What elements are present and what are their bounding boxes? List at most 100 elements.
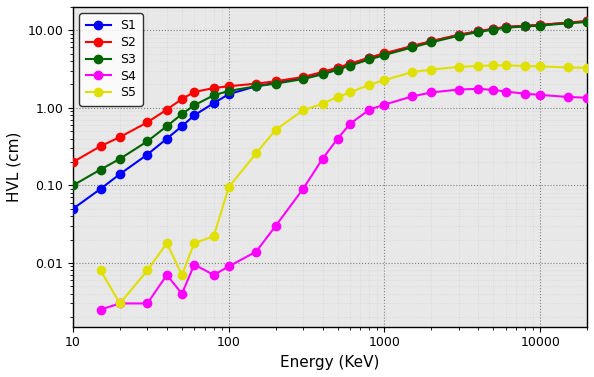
S4 xyxy=(366,107,373,112)
S2 xyxy=(455,32,462,37)
S2 xyxy=(163,107,170,112)
S2 xyxy=(272,79,279,84)
S2 xyxy=(178,97,185,101)
S3 xyxy=(299,77,307,81)
S3 xyxy=(475,30,482,34)
S5 xyxy=(319,101,326,106)
S3 xyxy=(564,21,571,26)
S5 xyxy=(583,66,590,70)
S1 xyxy=(502,25,509,29)
S2 xyxy=(408,44,415,48)
S4 xyxy=(191,262,198,267)
S3 xyxy=(191,103,198,107)
S1 xyxy=(319,70,326,75)
S4 xyxy=(299,187,307,191)
S1 xyxy=(163,136,170,141)
S3 xyxy=(522,24,529,29)
S3 xyxy=(583,20,590,24)
S3 xyxy=(366,57,373,62)
S5 xyxy=(178,273,185,277)
Line: S5: S5 xyxy=(96,61,591,308)
S1 xyxy=(334,66,341,70)
S3 xyxy=(210,93,217,98)
Line: S3: S3 xyxy=(69,18,591,190)
S2 xyxy=(210,86,217,90)
S1 xyxy=(69,207,77,211)
S4 xyxy=(455,87,462,92)
Line: S2: S2 xyxy=(69,17,591,166)
S5 xyxy=(163,241,170,245)
S1 xyxy=(210,101,217,106)
S2 xyxy=(564,20,571,25)
S5 xyxy=(116,301,124,306)
S3 xyxy=(225,89,232,93)
S4 xyxy=(536,93,544,97)
S3 xyxy=(490,28,497,32)
S3 xyxy=(97,167,104,172)
S4 xyxy=(490,88,497,92)
Line: S4: S4 xyxy=(96,84,591,314)
S4 xyxy=(225,264,232,269)
S2 xyxy=(366,55,373,60)
S5 xyxy=(366,83,373,87)
S3 xyxy=(502,25,509,30)
S2 xyxy=(252,81,260,86)
S2 xyxy=(502,25,509,29)
S5 xyxy=(334,95,341,99)
S1 xyxy=(455,33,462,37)
S3 xyxy=(252,84,260,89)
S4 xyxy=(583,95,590,100)
S5 xyxy=(502,63,509,68)
S1 xyxy=(299,75,307,80)
S1 xyxy=(252,84,260,89)
S1 xyxy=(408,44,415,49)
S2 xyxy=(522,23,529,28)
S4 xyxy=(178,291,185,296)
S3 xyxy=(346,63,353,68)
S3 xyxy=(178,112,185,116)
S2 xyxy=(299,75,307,79)
S5 xyxy=(455,64,462,69)
S2 xyxy=(428,39,435,43)
S5 xyxy=(564,65,571,70)
S1 xyxy=(225,92,232,97)
S3 xyxy=(116,156,124,161)
S5 xyxy=(97,268,104,273)
S2 xyxy=(475,29,482,34)
S2 xyxy=(319,70,326,74)
S1 xyxy=(564,20,571,25)
S1 xyxy=(583,19,590,24)
S3 xyxy=(428,40,435,44)
S2 xyxy=(69,160,77,164)
S3 xyxy=(69,183,77,188)
S1 xyxy=(144,152,151,157)
S5 xyxy=(522,64,529,68)
S3 xyxy=(334,67,341,72)
S3 xyxy=(381,53,388,57)
S4 xyxy=(381,102,388,107)
S3 xyxy=(272,81,279,86)
S4 xyxy=(272,224,279,228)
S1 xyxy=(381,51,388,56)
S2 xyxy=(225,84,232,89)
S2 xyxy=(116,135,124,139)
S4 xyxy=(334,136,341,141)
S4 xyxy=(428,90,435,95)
Y-axis label: HVL (cm): HVL (cm) xyxy=(7,132,22,202)
S1 xyxy=(346,62,353,66)
S5 xyxy=(408,70,415,75)
S5 xyxy=(381,78,388,82)
S5 xyxy=(475,64,482,68)
S2 xyxy=(191,90,198,94)
S1 xyxy=(522,24,529,28)
S4 xyxy=(116,301,124,306)
X-axis label: Energy (KeV): Energy (KeV) xyxy=(280,355,380,370)
S2 xyxy=(381,51,388,55)
S5 xyxy=(144,268,151,273)
S3 xyxy=(408,45,415,50)
S1 xyxy=(536,23,544,27)
S5 xyxy=(191,241,198,245)
S4 xyxy=(163,273,170,277)
S1 xyxy=(366,56,373,60)
S4 xyxy=(210,273,217,277)
